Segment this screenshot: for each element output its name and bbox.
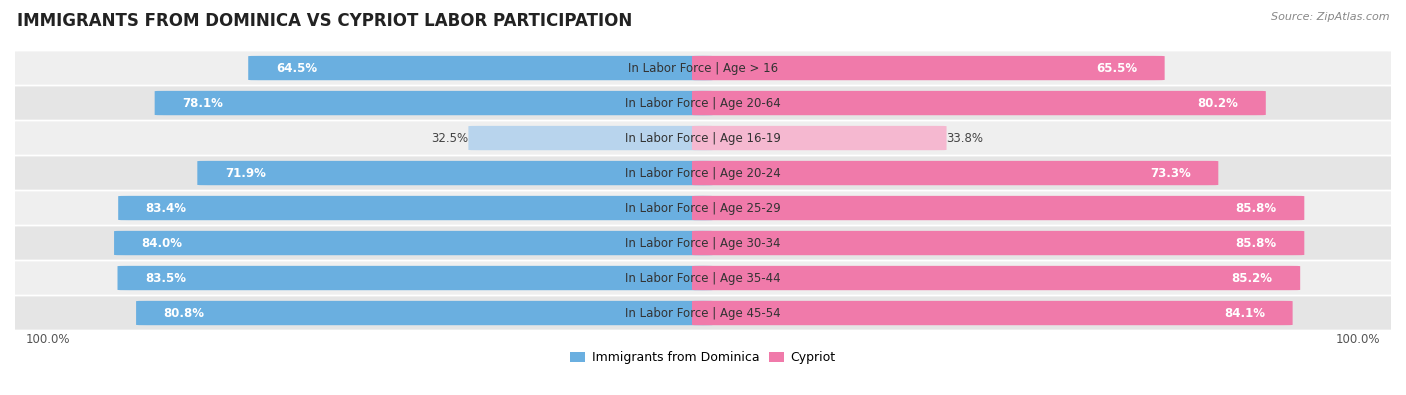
Text: 80.8%: 80.8% [163, 307, 205, 320]
FancyBboxPatch shape [1, 261, 1405, 295]
FancyBboxPatch shape [1, 121, 1405, 155]
FancyBboxPatch shape [197, 161, 714, 185]
Text: 80.2%: 80.2% [1198, 96, 1239, 109]
Text: In Labor Force | Age 20-24: In Labor Force | Age 20-24 [626, 167, 780, 180]
Text: 85.8%: 85.8% [1236, 201, 1277, 214]
FancyBboxPatch shape [155, 91, 714, 115]
Text: Source: ZipAtlas.com: Source: ZipAtlas.com [1271, 12, 1389, 22]
Text: 32.5%: 32.5% [432, 132, 468, 145]
Text: 64.5%: 64.5% [276, 62, 316, 75]
Text: IMMIGRANTS FROM DOMINICA VS CYPRIOT LABOR PARTICIPATION: IMMIGRANTS FROM DOMINICA VS CYPRIOT LABO… [17, 12, 633, 30]
FancyBboxPatch shape [692, 91, 1265, 115]
FancyBboxPatch shape [118, 196, 714, 220]
Legend: Immigrants from Dominica, Cypriot: Immigrants from Dominica, Cypriot [565, 346, 841, 369]
FancyBboxPatch shape [1, 296, 1405, 330]
Text: 84.1%: 84.1% [1225, 307, 1265, 320]
FancyBboxPatch shape [114, 231, 714, 255]
Text: In Labor Force | Age > 16: In Labor Force | Age > 16 [628, 62, 778, 75]
Text: In Labor Force | Age 16-19: In Labor Force | Age 16-19 [626, 132, 780, 145]
FancyBboxPatch shape [118, 266, 714, 290]
Text: In Labor Force | Age 35-44: In Labor Force | Age 35-44 [626, 271, 780, 284]
Text: 100.0%: 100.0% [1336, 333, 1381, 346]
FancyBboxPatch shape [136, 301, 714, 325]
Text: In Labor Force | Age 20-64: In Labor Force | Age 20-64 [626, 96, 780, 109]
Text: 65.5%: 65.5% [1097, 62, 1137, 75]
FancyBboxPatch shape [1, 156, 1405, 190]
FancyBboxPatch shape [692, 301, 1292, 325]
Text: 85.2%: 85.2% [1232, 271, 1272, 284]
FancyBboxPatch shape [692, 56, 1164, 80]
FancyBboxPatch shape [249, 56, 714, 80]
FancyBboxPatch shape [692, 196, 1305, 220]
FancyBboxPatch shape [692, 266, 1301, 290]
Text: 83.5%: 83.5% [145, 271, 186, 284]
Text: In Labor Force | Age 30-34: In Labor Force | Age 30-34 [626, 237, 780, 250]
Text: 85.8%: 85.8% [1236, 237, 1277, 250]
Text: In Labor Force | Age 45-54: In Labor Force | Age 45-54 [626, 307, 780, 320]
FancyBboxPatch shape [692, 126, 946, 150]
Text: 84.0%: 84.0% [142, 237, 183, 250]
FancyBboxPatch shape [1, 87, 1405, 120]
Text: 100.0%: 100.0% [25, 333, 70, 346]
Text: 71.9%: 71.9% [225, 167, 266, 180]
Text: 73.3%: 73.3% [1150, 167, 1191, 180]
Text: 78.1%: 78.1% [183, 96, 224, 109]
FancyBboxPatch shape [1, 51, 1405, 85]
FancyBboxPatch shape [692, 161, 1219, 185]
FancyBboxPatch shape [692, 231, 1305, 255]
FancyBboxPatch shape [1, 192, 1405, 225]
Text: 33.8%: 33.8% [946, 132, 984, 145]
FancyBboxPatch shape [468, 126, 714, 150]
Text: 83.4%: 83.4% [146, 201, 187, 214]
Text: In Labor Force | Age 25-29: In Labor Force | Age 25-29 [626, 201, 780, 214]
FancyBboxPatch shape [1, 226, 1405, 260]
